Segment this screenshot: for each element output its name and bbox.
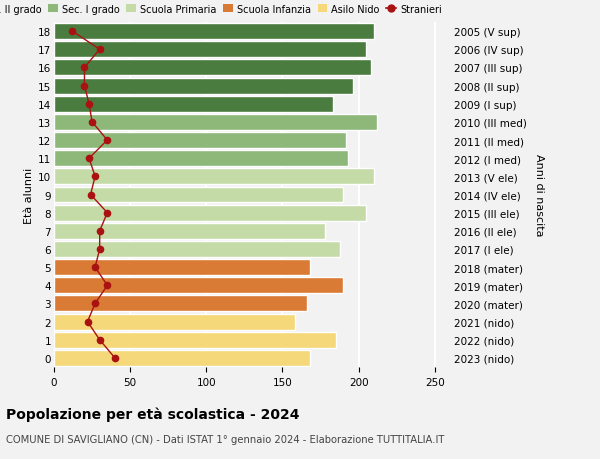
Bar xyxy=(54,224,325,239)
Y-axis label: Età alunni: Età alunni xyxy=(24,167,34,223)
Bar xyxy=(54,241,340,257)
Bar xyxy=(54,205,366,221)
Bar xyxy=(54,187,343,203)
Bar xyxy=(54,133,346,149)
Bar xyxy=(54,350,310,366)
Text: Popolazione per età scolastica - 2024: Popolazione per età scolastica - 2024 xyxy=(6,406,299,421)
Bar xyxy=(54,296,307,312)
Bar xyxy=(54,42,366,58)
Bar xyxy=(54,169,374,185)
Bar xyxy=(54,78,353,95)
Bar xyxy=(54,314,295,330)
Bar xyxy=(54,96,333,112)
Bar xyxy=(54,332,336,348)
Bar xyxy=(54,278,343,294)
Bar xyxy=(54,260,310,275)
Text: COMUNE DI SAVIGLIANO (CN) - Dati ISTAT 1° gennaio 2024 - Elaborazione TUTTITALIA: COMUNE DI SAVIGLIANO (CN) - Dati ISTAT 1… xyxy=(6,434,445,444)
Bar xyxy=(54,24,374,40)
Legend: Sec. II grado, Sec. I grado, Scuola Primaria, Scuola Infanzia, Asilo Nido, Stran: Sec. II grado, Sec. I grado, Scuola Prim… xyxy=(0,5,442,15)
Bar xyxy=(54,115,377,130)
Y-axis label: Anni di nascita: Anni di nascita xyxy=(534,154,544,236)
Bar xyxy=(54,151,348,167)
Bar xyxy=(54,60,371,76)
